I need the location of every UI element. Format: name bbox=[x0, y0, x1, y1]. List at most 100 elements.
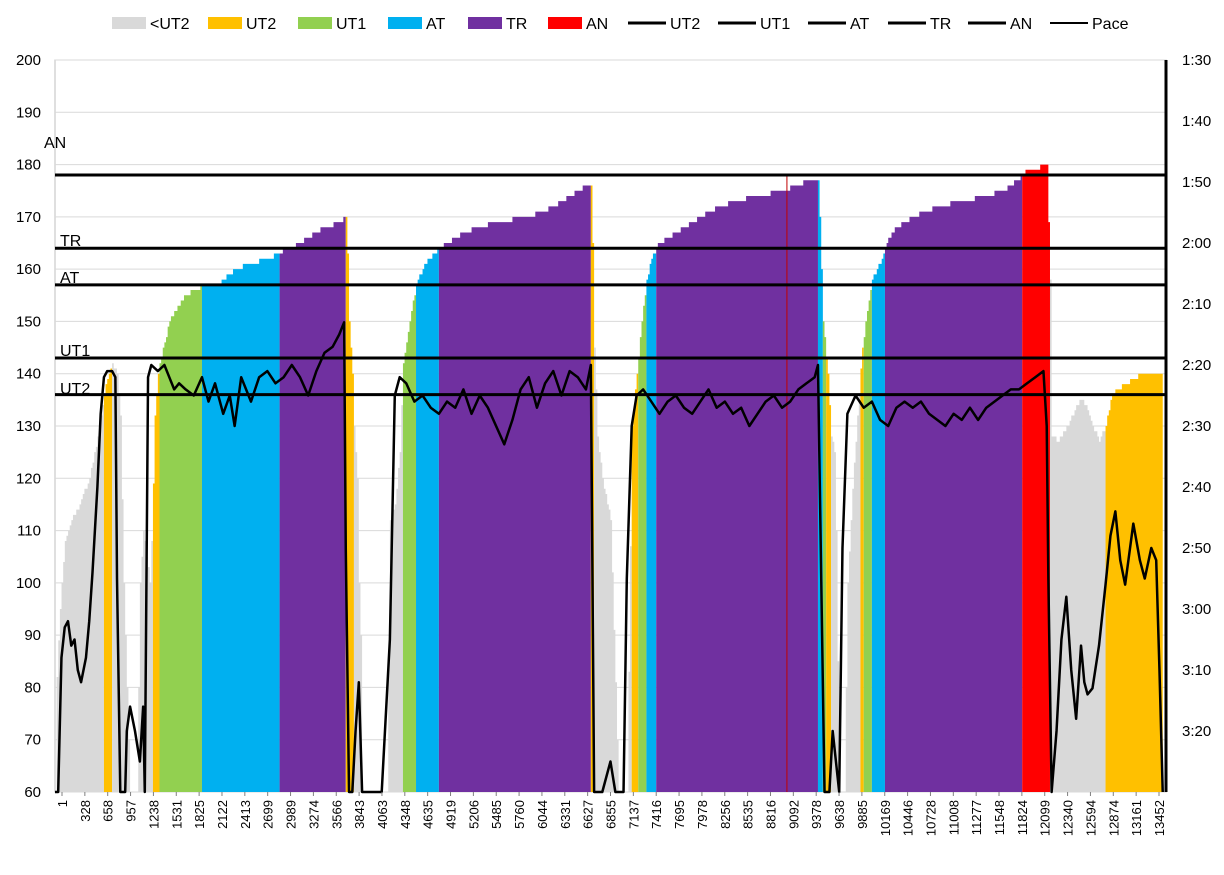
x-tick-label: 1531 bbox=[169, 800, 184, 829]
legend-label: AN bbox=[1010, 16, 1032, 33]
pace-line bbox=[55, 321, 1164, 794]
x-tick-label: 4063 bbox=[375, 800, 390, 829]
zone-area-ut1-9 bbox=[402, 284, 417, 792]
x-tick-label: 11824 bbox=[1015, 800, 1030, 835]
zone-area-ut1-23 bbox=[863, 279, 872, 793]
zone-area-ut1-4 bbox=[159, 284, 202, 792]
pace-tick-label: 1:30 bbox=[1182, 52, 1211, 69]
x-tick-label: 7416 bbox=[649, 800, 664, 829]
x-tick-label: 13161 bbox=[1129, 800, 1144, 836]
zone-area-below-ut2-2 bbox=[112, 363, 153, 792]
y-tick-label: 130 bbox=[16, 418, 41, 435]
zone-area-below-ut2-21 bbox=[831, 368, 861, 792]
x-tick-label: 10446 bbox=[901, 800, 916, 836]
x-tick-label: 12874 bbox=[1106, 800, 1121, 836]
zone-area-tr-25 bbox=[884, 175, 1023, 792]
y-tick-label: 190 bbox=[16, 104, 41, 121]
y-tick-label: 80 bbox=[24, 679, 41, 696]
x-tick-label: 11008 bbox=[946, 800, 961, 835]
zone-area-ut2-22 bbox=[860, 337, 864, 792]
legend-swatch bbox=[468, 17, 502, 29]
pace-tick-label: 2:20 bbox=[1182, 357, 1211, 374]
y-tick-label: 160 bbox=[16, 261, 41, 278]
zone-area-below-ut2-0 bbox=[55, 394, 104, 792]
y-tick-label: 200 bbox=[16, 52, 41, 69]
legend-label: AT bbox=[850, 16, 869, 33]
y-tick-label: 70 bbox=[24, 732, 41, 749]
x-tick-label: 11277 bbox=[969, 800, 984, 835]
y-tick-label: 120 bbox=[16, 470, 41, 487]
x-tick-label: 7978 bbox=[695, 800, 710, 829]
x-tick-label: 1825 bbox=[192, 800, 207, 829]
zone-area-ut2-14 bbox=[631, 358, 639, 792]
zone-area-ut2-28 bbox=[1105, 373, 1163, 792]
x-tick-label: 3843 bbox=[352, 800, 367, 829]
y-tick-label: 170 bbox=[16, 209, 41, 226]
x-tick-label: 12594 bbox=[1083, 800, 1098, 836]
legend-label: UT1 bbox=[336, 16, 366, 33]
x-tick-label: 9378 bbox=[809, 800, 824, 829]
legend-swatch bbox=[388, 17, 422, 29]
x-tick-label: 6044 bbox=[535, 800, 550, 829]
zone-area-tr-6 bbox=[279, 216, 346, 793]
x-tick-label: 6331 bbox=[558, 800, 573, 829]
zone-area-ut2-3 bbox=[152, 363, 160, 792]
pace-tick-label: 2:50 bbox=[1182, 540, 1211, 557]
x-tick-label: 6855 bbox=[604, 800, 619, 829]
x-tick-label: 10169 bbox=[878, 800, 893, 836]
legend-label: UT1 bbox=[760, 16, 790, 33]
x-tick-label: 12340 bbox=[1061, 800, 1076, 836]
x-tick-label: 328 bbox=[78, 800, 93, 822]
x-tick-label: 4635 bbox=[421, 800, 436, 829]
x-tick-label: 7695 bbox=[672, 800, 687, 829]
x-tick-label: 2413 bbox=[238, 800, 253, 829]
pace-tick-label: 3:10 bbox=[1182, 662, 1211, 679]
x-tick-label: 1 bbox=[55, 800, 70, 807]
x-tick-label: 3274 bbox=[306, 800, 321, 829]
legend-swatch bbox=[548, 17, 582, 29]
threshold-label-an: AN bbox=[44, 135, 66, 152]
legend-label: AT bbox=[426, 16, 445, 33]
threshold-label-at: AT bbox=[60, 270, 79, 287]
legend-label: TR bbox=[930, 16, 951, 33]
legend-label: UT2 bbox=[246, 16, 276, 33]
zone-area-below-ut2-13 bbox=[594, 347, 632, 792]
x-tick-label: 1238 bbox=[146, 800, 161, 829]
x-tick-label: 9638 bbox=[832, 800, 847, 829]
x-tick-label: 5206 bbox=[466, 800, 481, 829]
zone-area-an-26 bbox=[1022, 164, 1050, 792]
pace-tick-label: 2:40 bbox=[1182, 479, 1211, 496]
zone-area-below-ut2-27 bbox=[1049, 279, 1106, 793]
zone-area-below-ut2-8 bbox=[353, 363, 403, 792]
legend-label: AN bbox=[586, 16, 608, 33]
legend-label: Pace bbox=[1092, 16, 1129, 33]
x-tick-label: 6627 bbox=[581, 800, 596, 829]
x-tick-label: 8816 bbox=[763, 800, 778, 829]
x-tick-label: 957 bbox=[124, 800, 139, 822]
x-tick-label: 9885 bbox=[855, 800, 870, 829]
x-tick-label: 2989 bbox=[284, 800, 299, 829]
y-tick-label: 140 bbox=[16, 366, 41, 383]
pace-tick-label: 2:00 bbox=[1182, 235, 1211, 252]
x-tick-label: 7137 bbox=[626, 800, 641, 829]
x-tick-label: 13452 bbox=[1152, 800, 1167, 836]
zone-area-at-16 bbox=[646, 248, 657, 793]
legend-label: <UT2 bbox=[150, 16, 190, 33]
x-tick-label: 11548 bbox=[992, 800, 1007, 835]
zone-area-tr-17 bbox=[656, 180, 818, 792]
x-tick-label: 2699 bbox=[261, 800, 276, 829]
x-tick-label: 8535 bbox=[741, 800, 756, 829]
legend-label: UT2 bbox=[670, 16, 700, 33]
zone-area-ut1-15 bbox=[638, 279, 647, 793]
zone-area-ut2-1 bbox=[103, 363, 113, 792]
x-tick-label: 9092 bbox=[786, 800, 801, 829]
x-tick-label: 8256 bbox=[718, 800, 733, 829]
y-tick-label: 150 bbox=[16, 313, 41, 330]
legend-swatch bbox=[298, 17, 332, 29]
y-tick-label: 90 bbox=[24, 627, 41, 644]
zone-area-tr-11 bbox=[438, 185, 591, 793]
legend-swatch bbox=[208, 17, 242, 29]
x-tick-label: 5485 bbox=[489, 800, 504, 829]
x-tick-label: 10728 bbox=[923, 800, 938, 836]
